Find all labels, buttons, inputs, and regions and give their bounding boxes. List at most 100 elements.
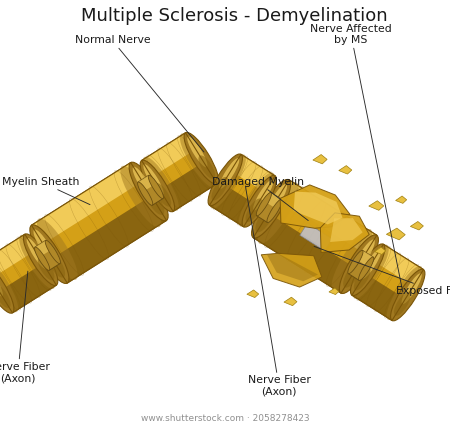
Polygon shape xyxy=(280,185,350,228)
Polygon shape xyxy=(266,193,282,209)
Polygon shape xyxy=(300,223,332,251)
Polygon shape xyxy=(277,180,377,254)
Text: Nerve Fiber
(Axon): Nerve Fiber (Axon) xyxy=(245,186,310,397)
Ellipse shape xyxy=(184,133,218,184)
Ellipse shape xyxy=(343,261,362,288)
Polygon shape xyxy=(284,297,297,306)
Polygon shape xyxy=(142,133,217,211)
Ellipse shape xyxy=(144,164,163,195)
Ellipse shape xyxy=(332,229,372,290)
Ellipse shape xyxy=(361,248,382,279)
Ellipse shape xyxy=(339,235,378,293)
Ellipse shape xyxy=(180,133,216,187)
Ellipse shape xyxy=(198,156,215,179)
Polygon shape xyxy=(210,154,275,227)
Ellipse shape xyxy=(238,172,274,227)
Text: www.shutterstock.com · 2058278423: www.shutterstock.com · 2058278423 xyxy=(141,414,309,423)
Polygon shape xyxy=(138,175,163,205)
Ellipse shape xyxy=(19,235,55,289)
Polygon shape xyxy=(32,162,151,258)
Ellipse shape xyxy=(348,250,363,274)
Ellipse shape xyxy=(0,266,3,296)
Polygon shape xyxy=(375,247,386,254)
Ellipse shape xyxy=(0,258,18,312)
Ellipse shape xyxy=(353,245,389,299)
Polygon shape xyxy=(236,183,394,290)
Ellipse shape xyxy=(120,166,161,227)
Ellipse shape xyxy=(45,240,60,264)
Polygon shape xyxy=(32,162,142,244)
Polygon shape xyxy=(329,288,339,295)
Ellipse shape xyxy=(210,155,246,209)
Ellipse shape xyxy=(359,257,374,280)
Polygon shape xyxy=(256,193,282,222)
Ellipse shape xyxy=(354,267,370,290)
Ellipse shape xyxy=(145,188,164,215)
Ellipse shape xyxy=(242,175,277,227)
Ellipse shape xyxy=(187,137,207,167)
Polygon shape xyxy=(16,167,182,279)
Text: Multiple Sclerosis - Demyelination: Multiple Sclerosis - Demyelination xyxy=(81,7,387,25)
Ellipse shape xyxy=(133,167,156,202)
Polygon shape xyxy=(223,154,275,205)
Text: Exposed Fiber: Exposed Fiber xyxy=(314,246,450,296)
Polygon shape xyxy=(348,251,374,280)
Text: Nerve Fiber
(Axon): Nerve Fiber (Axon) xyxy=(0,271,50,383)
Polygon shape xyxy=(0,234,35,279)
Polygon shape xyxy=(267,253,318,281)
Ellipse shape xyxy=(391,269,425,321)
Ellipse shape xyxy=(235,185,242,192)
Ellipse shape xyxy=(129,162,168,221)
Polygon shape xyxy=(269,180,377,269)
Polygon shape xyxy=(294,192,342,224)
Polygon shape xyxy=(138,175,154,191)
Polygon shape xyxy=(142,133,204,190)
Ellipse shape xyxy=(255,206,274,232)
Ellipse shape xyxy=(14,268,24,279)
Ellipse shape xyxy=(256,193,271,216)
Polygon shape xyxy=(35,241,60,270)
Ellipse shape xyxy=(37,218,78,280)
Polygon shape xyxy=(0,234,56,313)
Text: Damaged Myelin: Damaged Myelin xyxy=(212,177,308,221)
Ellipse shape xyxy=(33,229,56,264)
Ellipse shape xyxy=(23,234,58,286)
Ellipse shape xyxy=(394,292,410,316)
Ellipse shape xyxy=(30,225,69,283)
Polygon shape xyxy=(247,290,259,298)
Ellipse shape xyxy=(15,270,22,277)
Ellipse shape xyxy=(148,175,163,199)
Ellipse shape xyxy=(138,182,153,205)
Ellipse shape xyxy=(234,183,244,194)
Ellipse shape xyxy=(0,285,11,308)
Polygon shape xyxy=(239,183,394,284)
Ellipse shape xyxy=(38,257,54,280)
Polygon shape xyxy=(410,222,423,230)
Ellipse shape xyxy=(401,273,422,304)
Polygon shape xyxy=(365,244,423,299)
Ellipse shape xyxy=(351,244,385,295)
Polygon shape xyxy=(387,228,405,240)
Ellipse shape xyxy=(208,154,243,206)
Polygon shape xyxy=(35,241,51,257)
Polygon shape xyxy=(236,190,391,290)
Polygon shape xyxy=(261,253,322,287)
Ellipse shape xyxy=(140,160,175,212)
Ellipse shape xyxy=(143,157,179,211)
Polygon shape xyxy=(330,218,363,242)
Ellipse shape xyxy=(264,184,287,219)
Polygon shape xyxy=(32,162,166,283)
Polygon shape xyxy=(20,174,182,279)
Ellipse shape xyxy=(258,182,298,244)
Polygon shape xyxy=(313,155,327,164)
Polygon shape xyxy=(357,251,374,267)
Polygon shape xyxy=(320,213,369,252)
Text: Nerve Affected
by MS: Nerve Affected by MS xyxy=(310,24,403,292)
Polygon shape xyxy=(142,133,196,177)
Text: Myelin Sheath: Myelin Sheath xyxy=(2,177,90,205)
Polygon shape xyxy=(231,154,275,192)
Ellipse shape xyxy=(35,247,50,270)
Ellipse shape xyxy=(246,198,262,222)
Ellipse shape xyxy=(267,199,282,222)
Ellipse shape xyxy=(253,180,273,210)
